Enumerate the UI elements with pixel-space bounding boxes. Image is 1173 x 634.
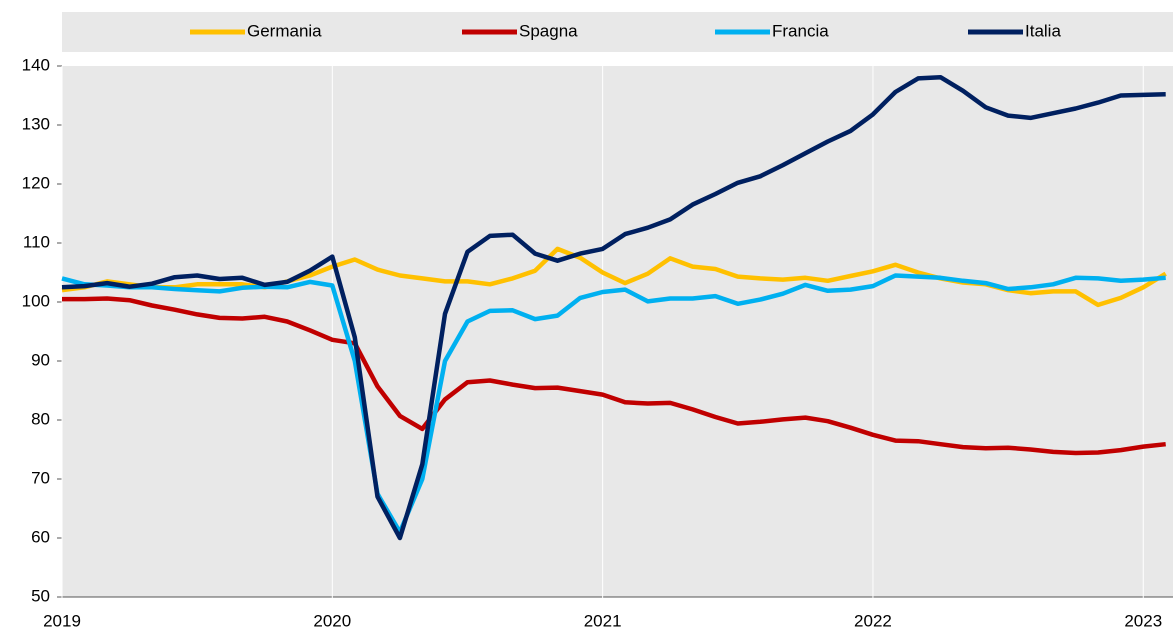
y-tick-label: 120: [22, 173, 50, 192]
y-tick-label: 50: [31, 586, 50, 605]
y-tick-label: 70: [31, 468, 50, 487]
x-tick-label: 2023: [1124, 611, 1162, 630]
line-series: [61, 74, 1166, 541]
legend-label: Germania: [247, 21, 322, 40]
legend-label: Spagna: [519, 21, 578, 40]
y-tick-label: 80: [31, 409, 50, 428]
line-series: [61, 273, 1166, 535]
y-tick-label: 130: [22, 114, 50, 133]
y-tick-label: 110: [23, 232, 50, 251]
y-tick-label: 140: [22, 55, 50, 74]
x-tick-label: 2019: [43, 611, 81, 630]
x-tick-label: 2022: [854, 611, 892, 630]
plot-area: [62, 66, 1173, 597]
legend-label: Francia: [772, 21, 829, 40]
legend-label: Italia: [1025, 21, 1061, 40]
line-series: [62, 296, 1166, 456]
y-tick-label: 100: [22, 291, 50, 310]
x-tick-label: 2021: [584, 611, 622, 630]
x-tick-label: 2020: [313, 611, 351, 630]
y-tick-label: 90: [31, 350, 50, 369]
y-tick-label: 60: [31, 527, 50, 546]
